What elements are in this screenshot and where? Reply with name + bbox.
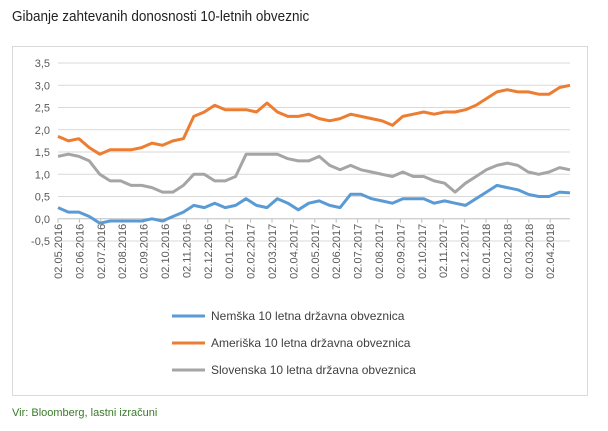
y-tick-label: -0,5 [31,236,50,248]
y-tick-label: 0,0 [35,214,50,226]
x-tick-label: 02.02.2017 [246,224,258,279]
y-tick-label: 1,5 [35,147,50,159]
y-tick-label: 1,0 [35,169,50,181]
chart-area [12,46,588,396]
x-tick-label: 02.11.2017 [438,224,450,278]
x-tick-label: 02.01.2017 [224,224,236,279]
y-tick-label: 0,5 [35,192,50,204]
y-tick-label: 3,0 [35,80,50,92]
x-tick-label: 02.08.2016 [117,224,129,279]
legend-label: Ameriška 10 letna državna obveznica [211,336,411,350]
x-tick-label: 02.09.2017 [395,224,407,279]
x-tick-label: 02.10.2017 [417,224,429,279]
x-tick-label: 02.07.2016 [96,224,108,279]
x-tick-label: 02.03.2018 [524,224,536,279]
x-tick-label: 02.11.2016 [181,224,193,278]
x-tick-label: 02.10.2016 [160,224,172,279]
x-tick-label: 02.06.2017 [331,224,343,279]
y-tick-label: 3,5 [35,58,50,70]
source-note: Vir: Bloomberg, lastni izračuni [12,407,158,419]
series-line [57,183,571,225]
x-tick-label: 02.02.2018 [502,224,514,279]
x-tick-label: 02.01.2018 [481,224,493,279]
x-tick-label: 02.05.2017 [310,224,322,279]
series-line [57,152,571,194]
x-tick-label: 02.05.2016 [53,224,65,279]
chart-title: Gibanje zahtevanih donosnosti 10-letnih … [12,8,310,25]
x-tick-label: 02.12.2017 [460,224,472,279]
x-tick-label: 02.04.2017 [288,224,300,279]
x-tick-label: 02.09.2016 [139,224,151,279]
y-tick-label: 2,5 [35,103,50,115]
x-tick-label: 02.12.2016 [203,224,215,279]
x-tick-label: 02.06.2016 [74,224,86,279]
legend-label: Nemška 10 letna državna obveznica [211,309,405,323]
x-tick-label: 02.08.2017 [374,224,386,279]
y-tick-label: 2,0 [35,125,50,137]
series-line [57,83,571,156]
x-tick-label: 02.03.2017 [267,224,279,279]
legend-label: Slovenska 10 letna državna obveznica [211,363,416,377]
x-tick-label: 02.04.2018 [545,224,557,279]
x-tick-label: 02.07.2017 [353,224,365,279]
